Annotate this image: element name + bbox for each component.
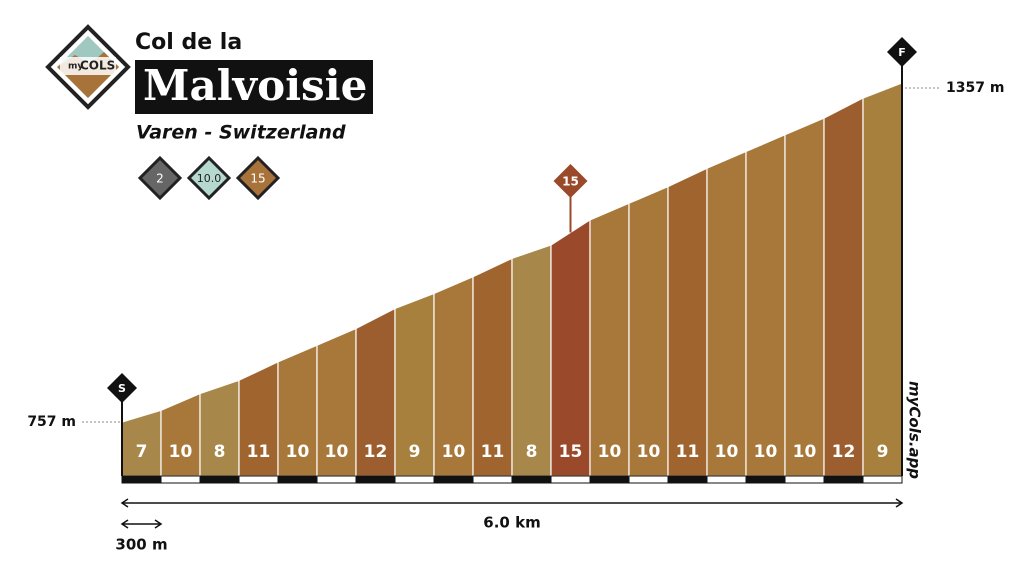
gradient-label: 8 bbox=[526, 442, 538, 462]
scale-block bbox=[823, 475, 864, 484]
gradient-label: 10 bbox=[793, 442, 817, 462]
location: Varen - Switzerland bbox=[136, 122, 346, 144]
badge: 15 bbox=[235, 155, 281, 201]
gradient-label: 11 bbox=[481, 442, 505, 462]
scale-block bbox=[511, 475, 552, 484]
gradient-label: 10 bbox=[598, 442, 622, 462]
y-tick-label: 1357 m bbox=[946, 80, 1004, 96]
segment-length-label: 300 m bbox=[115, 536, 167, 554]
scale-block bbox=[862, 475, 903, 484]
gradient-label: 10 bbox=[286, 442, 310, 462]
arrow-head bbox=[154, 519, 163, 529]
badge-text: 10.0 bbox=[197, 172, 222, 185]
arrow-head bbox=[120, 519, 129, 529]
segment bbox=[745, 133, 786, 477]
scale-block bbox=[550, 475, 591, 484]
scale-block bbox=[472, 475, 513, 484]
distance-label: 6.0 km bbox=[483, 514, 540, 532]
segment bbox=[589, 202, 630, 477]
scale-block bbox=[667, 475, 708, 484]
scale-block bbox=[745, 475, 786, 484]
scale-block bbox=[394, 475, 435, 484]
finish-marker-text: F bbox=[898, 46, 906, 59]
title: Malvoisie bbox=[143, 61, 367, 110]
segment bbox=[862, 82, 903, 477]
gradient-label: 7 bbox=[136, 442, 148, 462]
badge: 10.0 bbox=[186, 155, 232, 201]
gradient-label: 12 bbox=[832, 442, 856, 462]
scale-block bbox=[277, 475, 318, 484]
start-marker bbox=[107, 373, 137, 403]
gradient-label: 12 bbox=[364, 442, 388, 462]
gradient-label: 11 bbox=[676, 442, 700, 462]
max-marker bbox=[553, 164, 588, 198]
scale-block bbox=[160, 475, 201, 484]
gradient-label: 11 bbox=[247, 442, 271, 462]
logo-text: my bbox=[68, 62, 83, 72]
watermark: myCols.app bbox=[906, 381, 924, 479]
gradient-label: 15 bbox=[559, 442, 583, 462]
scale-block bbox=[355, 475, 396, 484]
gradient-label: 10 bbox=[442, 442, 466, 462]
segment bbox=[628, 185, 669, 477]
segment bbox=[550, 218, 591, 477]
segment bbox=[823, 97, 864, 477]
scale-block bbox=[628, 475, 669, 484]
y-tick-label: 757 m bbox=[27, 414, 76, 430]
logo: my COLS bbox=[45, 24, 131, 110]
start-marker-text: S bbox=[118, 382, 126, 395]
badge: 2 bbox=[137, 155, 183, 201]
finish-marker bbox=[887, 37, 917, 67]
logo-text: COLS bbox=[80, 59, 115, 73]
gradient-label: 8 bbox=[214, 442, 226, 462]
arrow-head bbox=[120, 498, 129, 508]
gradient-label: 10 bbox=[169, 442, 193, 462]
segment bbox=[784, 117, 825, 477]
gradient-label: 10 bbox=[754, 442, 778, 462]
max-marker-text: 15 bbox=[562, 175, 579, 189]
gradient-label: 10 bbox=[637, 442, 661, 462]
scale-block bbox=[121, 475, 162, 484]
scale-block bbox=[199, 475, 240, 484]
gradient-label: 10 bbox=[715, 442, 739, 462]
gradient-label: 9 bbox=[409, 442, 421, 462]
title-box bbox=[135, 60, 373, 114]
gradient-label: 10 bbox=[325, 442, 349, 462]
gradient-label: 9 bbox=[877, 442, 889, 462]
badge-text: 2 bbox=[156, 172, 164, 186]
badge-text: 15 bbox=[250, 172, 265, 186]
scale-block bbox=[316, 475, 357, 484]
scale-block bbox=[433, 475, 474, 484]
scale-block bbox=[784, 475, 825, 484]
segment bbox=[706, 150, 747, 477]
scale-block bbox=[238, 475, 279, 484]
scale-block bbox=[589, 475, 630, 484]
arrow-head bbox=[895, 498, 904, 508]
scale-block bbox=[706, 475, 747, 484]
pretitle: Col de la bbox=[135, 30, 242, 55]
segment bbox=[160, 392, 201, 477]
segment bbox=[667, 167, 708, 477]
